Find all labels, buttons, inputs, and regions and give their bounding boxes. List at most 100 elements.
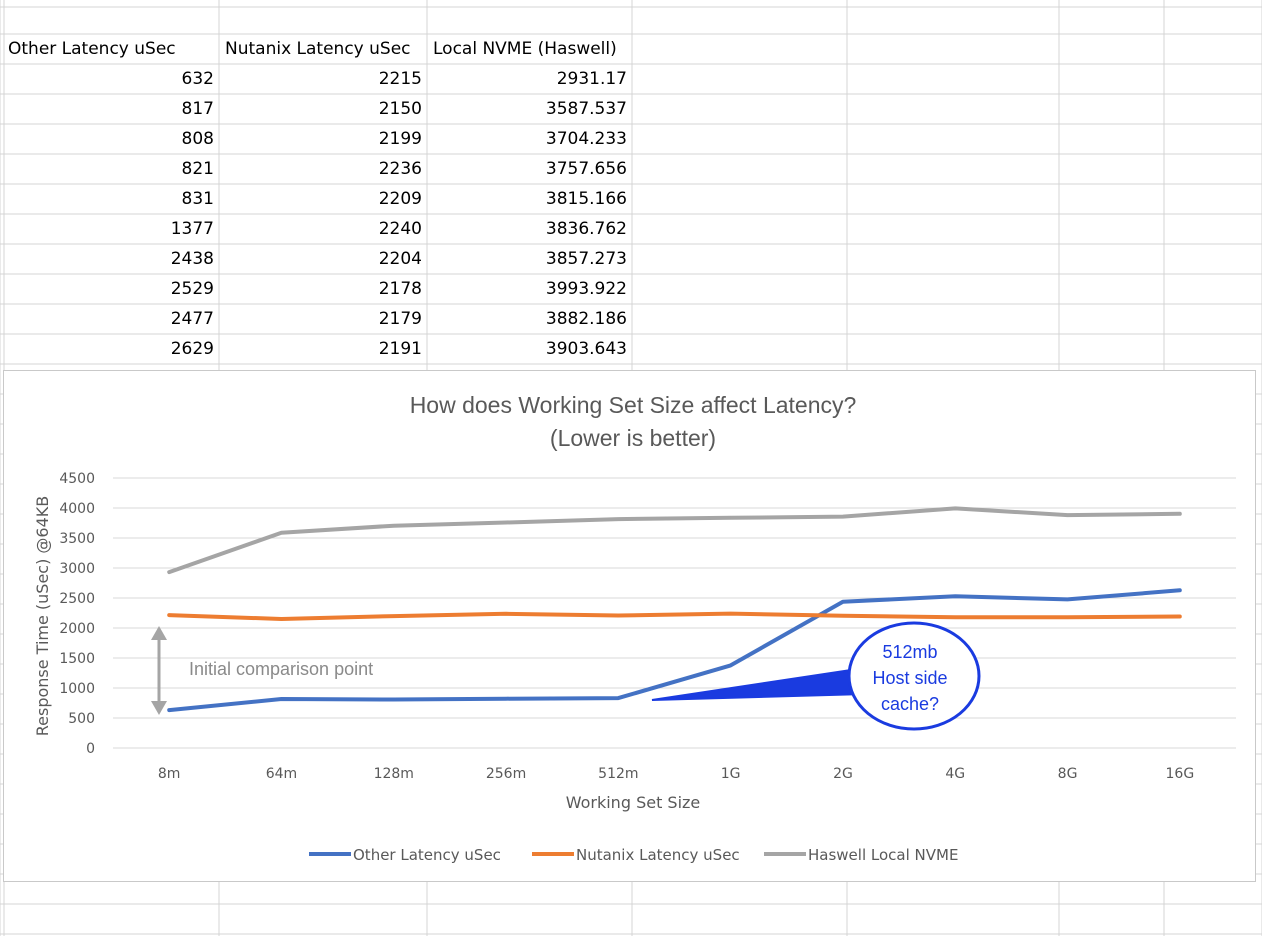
data-cell-r0-c2[interactable]: 2931.17: [556, 69, 627, 89]
series-line-2: [167, 506, 1182, 575]
data-cell-r6-c1[interactable]: 2204: [378, 249, 422, 269]
data-point-s0-7: [954, 595, 957, 598]
x-tick-label-0: 8m: [158, 766, 181, 782]
y-tick-label-3: 1500: [59, 651, 95, 667]
data-point-s2-1: [280, 531, 283, 534]
data-cell-r9-c0[interactable]: 2629: [170, 339, 214, 359]
data-cell-r5-c1[interactable]: 2240: [378, 219, 422, 239]
data-cell-r3-c2[interactable]: 3757.656: [545, 159, 627, 179]
data-cell-r8-c0[interactable]: 2477: [170, 309, 214, 329]
y-tick-label-1: 500: [68, 711, 95, 727]
data-cell-r1-c0[interactable]: 817: [181, 99, 214, 119]
data-point-s1-2: [392, 615, 395, 618]
chart-legend: Other Latency uSec Nutanix Latency uSec Ha…: [309, 846, 958, 864]
series-line-0: [167, 588, 1182, 713]
data-cell-r4-c0[interactable]: 831: [181, 189, 214, 209]
data-point-s0-6: [841, 600, 844, 603]
x-tick-label-7: 4G: [945, 766, 965, 782]
header-cell-1[interactable]: Nutanix Latency uSec: [225, 39, 411, 59]
legend-label-2: Haswell Local NVME: [808, 846, 958, 864]
chart-subtitle: (Lower is better): [550, 425, 716, 451]
x-tick-label-8: 8G: [1058, 766, 1078, 782]
data-cell-r1-c1[interactable]: 2150: [378, 99, 422, 119]
comparison-annotation: Initial comparison point: [151, 626, 373, 715]
plot-gridlines: [113, 477, 1236, 749]
data-point-s2-0: [168, 571, 171, 574]
data-cell-r9-c1[interactable]: 2191: [378, 339, 422, 359]
header-cell-2[interactable]: Local NVME (Haswell): [433, 39, 617, 59]
x-tick-label-5: 1G: [721, 766, 741, 782]
data-point-s1-7: [954, 616, 957, 619]
data-point-s2-2: [392, 524, 395, 527]
callout-line-3: cache?: [881, 694, 939, 714]
data-cell-r5-c2[interactable]: 3836.762: [545, 219, 627, 239]
x-tick-label-6: 2G: [833, 766, 853, 782]
data-point-s1-8: [1066, 616, 1069, 619]
data-point-s1-4: [617, 614, 620, 617]
x-tick-label-9: 16G: [1166, 766, 1195, 782]
data-point-s0-8: [1066, 598, 1069, 601]
header-cell-0[interactable]: Other Latency uSec: [8, 39, 176, 59]
x-tick-label-4: 512m: [598, 766, 638, 782]
data-cell-r2-c1[interactable]: 2199: [378, 129, 422, 149]
data-cell-r1-c2[interactable]: 3587.537: [545, 99, 627, 119]
y-axis-ticks: 0 500 1000 1500 2000 2500 3000 3500 4000 4500: [59, 471, 95, 757]
y-tick-label-4: 2000: [59, 621, 95, 637]
callout-pointer: [651, 666, 865, 701]
series-lines: [167, 506, 1182, 713]
data-cell-r5-c0[interactable]: 1377: [170, 219, 214, 239]
data-cell-r0-c1[interactable]: 2215: [378, 69, 422, 89]
data-point-s2-3: [505, 521, 508, 524]
data-point-s0-4: [617, 697, 620, 700]
data-point-s0-0: [168, 709, 171, 712]
y-tick-label-8: 4000: [59, 501, 95, 517]
data-point-s0-5: [729, 664, 732, 667]
data-point-s2-6: [841, 515, 844, 518]
chart-title: How does Working Set Size affect Latency…: [410, 392, 857, 418]
y-axis-label: Response Time (uSec) @64KB: [33, 496, 52, 737]
x-tick-label-2: 128m: [374, 766, 414, 782]
data-point-s1-0: [168, 614, 171, 617]
data-point-s1-9: [1178, 615, 1181, 618]
callout-line-1: 512mb: [882, 642, 937, 662]
y-tick-label-2: 1000: [59, 681, 95, 697]
x-tick-label-1: 64m: [266, 766, 297, 782]
comparison-label: Initial comparison point: [189, 659, 373, 679]
data-cell-r7-c1[interactable]: 2178: [378, 279, 422, 299]
data-cell-r3-c1[interactable]: 2236: [378, 159, 422, 179]
data-cell-r2-c0[interactable]: 808: [181, 129, 214, 149]
series-line-1: [167, 611, 1182, 621]
data-cell-r9-c2[interactable]: 3903.643: [545, 339, 627, 359]
data-cell-r4-c2[interactable]: 3815.166: [545, 189, 627, 209]
y-tick-label-0: 0: [86, 741, 95, 757]
x-tick-label-3: 256m: [486, 766, 526, 782]
legend-label-1: Nutanix Latency uSec: [576, 846, 740, 864]
data-cell-r7-c0[interactable]: 2529: [170, 279, 214, 299]
data-point-s0-9: [1178, 589, 1181, 592]
data-cell-r6-c0[interactable]: 2438: [170, 249, 214, 269]
y-tick-label-6: 3000: [59, 561, 95, 577]
data-cell-r8-c2[interactable]: 3882.186: [545, 309, 627, 329]
data-point-s1-1: [280, 618, 283, 620]
comparison-arrow-up: [151, 626, 167, 640]
data-point-s2-5: [729, 516, 732, 519]
data-cell-r6-c2[interactable]: 3857.273: [545, 249, 627, 269]
cache-callout: 512mb Host side cache?: [651, 621, 981, 731]
data-point-s2-9: [1178, 512, 1181, 515]
data-point-s2-8: [1066, 514, 1069, 517]
data-cell-r8-c1[interactable]: 2179: [378, 309, 422, 329]
data-cell-r2-c2[interactable]: 3704.233: [545, 129, 627, 149]
data-point-s2-7: [954, 507, 957, 510]
data-point-s0-2: [392, 698, 395, 701]
comparison-arrow-down: [151, 701, 167, 715]
data-cell-r4-c1[interactable]: 2209: [378, 189, 422, 209]
y-tick-label-7: 3500: [59, 531, 95, 547]
data-cell-r3-c0[interactable]: 821: [181, 159, 214, 179]
data-point-s1-6: [841, 614, 844, 617]
data-cell-r7-c2[interactable]: 3993.922: [545, 279, 627, 299]
line-chart: How does Working Set Size affect Latency…: [33, 392, 1236, 864]
y-tick-label-9: 4500: [59, 471, 95, 487]
data-cell-r0-c0[interactable]: 632: [181, 69, 214, 89]
data-point-s1-3: [505, 612, 508, 615]
chart-area[interactable]: How does Working Set Size affect Latency…: [3, 370, 1256, 882]
